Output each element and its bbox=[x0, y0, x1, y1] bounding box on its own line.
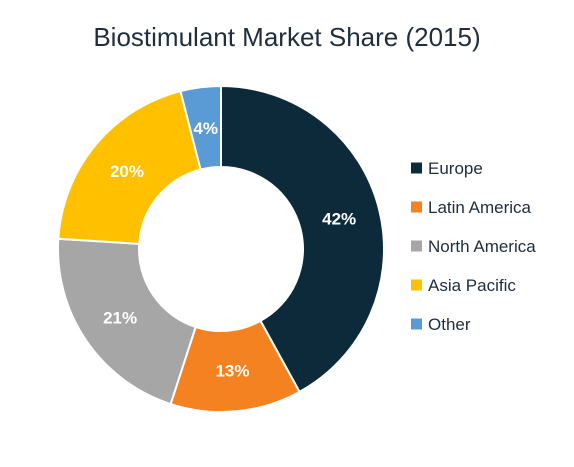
legend: Europe Latin America North America Asia Pac… bbox=[411, 159, 536, 334]
legend-label-asia-pacific: Asia Pacific bbox=[428, 276, 516, 295]
legend-swatch-europe bbox=[411, 162, 422, 174]
legend-label-latin-america: Latin America bbox=[428, 198, 532, 217]
legend-swatch-latin-america bbox=[411, 201, 422, 213]
slice-north-america bbox=[57, 237, 197, 406]
data-label-europe: 42% bbox=[322, 210, 356, 229]
legend-swatch-north-america bbox=[411, 240, 422, 252]
legend-swatch-other bbox=[411, 318, 422, 330]
data-label-latin-america: 13% bbox=[215, 361, 249, 380]
slice-asia-pacific bbox=[57, 89, 202, 245]
legend-swatch-asia-pacific bbox=[411, 279, 422, 291]
slice-labels: 42% 13% 21% 20% 4% bbox=[103, 119, 356, 380]
legend-label-north-america: North America bbox=[428, 237, 536, 256]
donut-slices bbox=[57, 84, 385, 413]
data-label-other: 4% bbox=[193, 119, 218, 138]
chart-title: Biostimulant Market Share (2015) bbox=[93, 22, 480, 52]
data-label-asia-pacific: 20% bbox=[110, 162, 144, 181]
legend-label-europe: Europe bbox=[428, 159, 483, 178]
legend-label-other: Other bbox=[428, 315, 471, 334]
data-label-north-america: 21% bbox=[103, 309, 137, 328]
slice-other bbox=[179, 84, 222, 171]
slice-europe bbox=[220, 84, 385, 394]
